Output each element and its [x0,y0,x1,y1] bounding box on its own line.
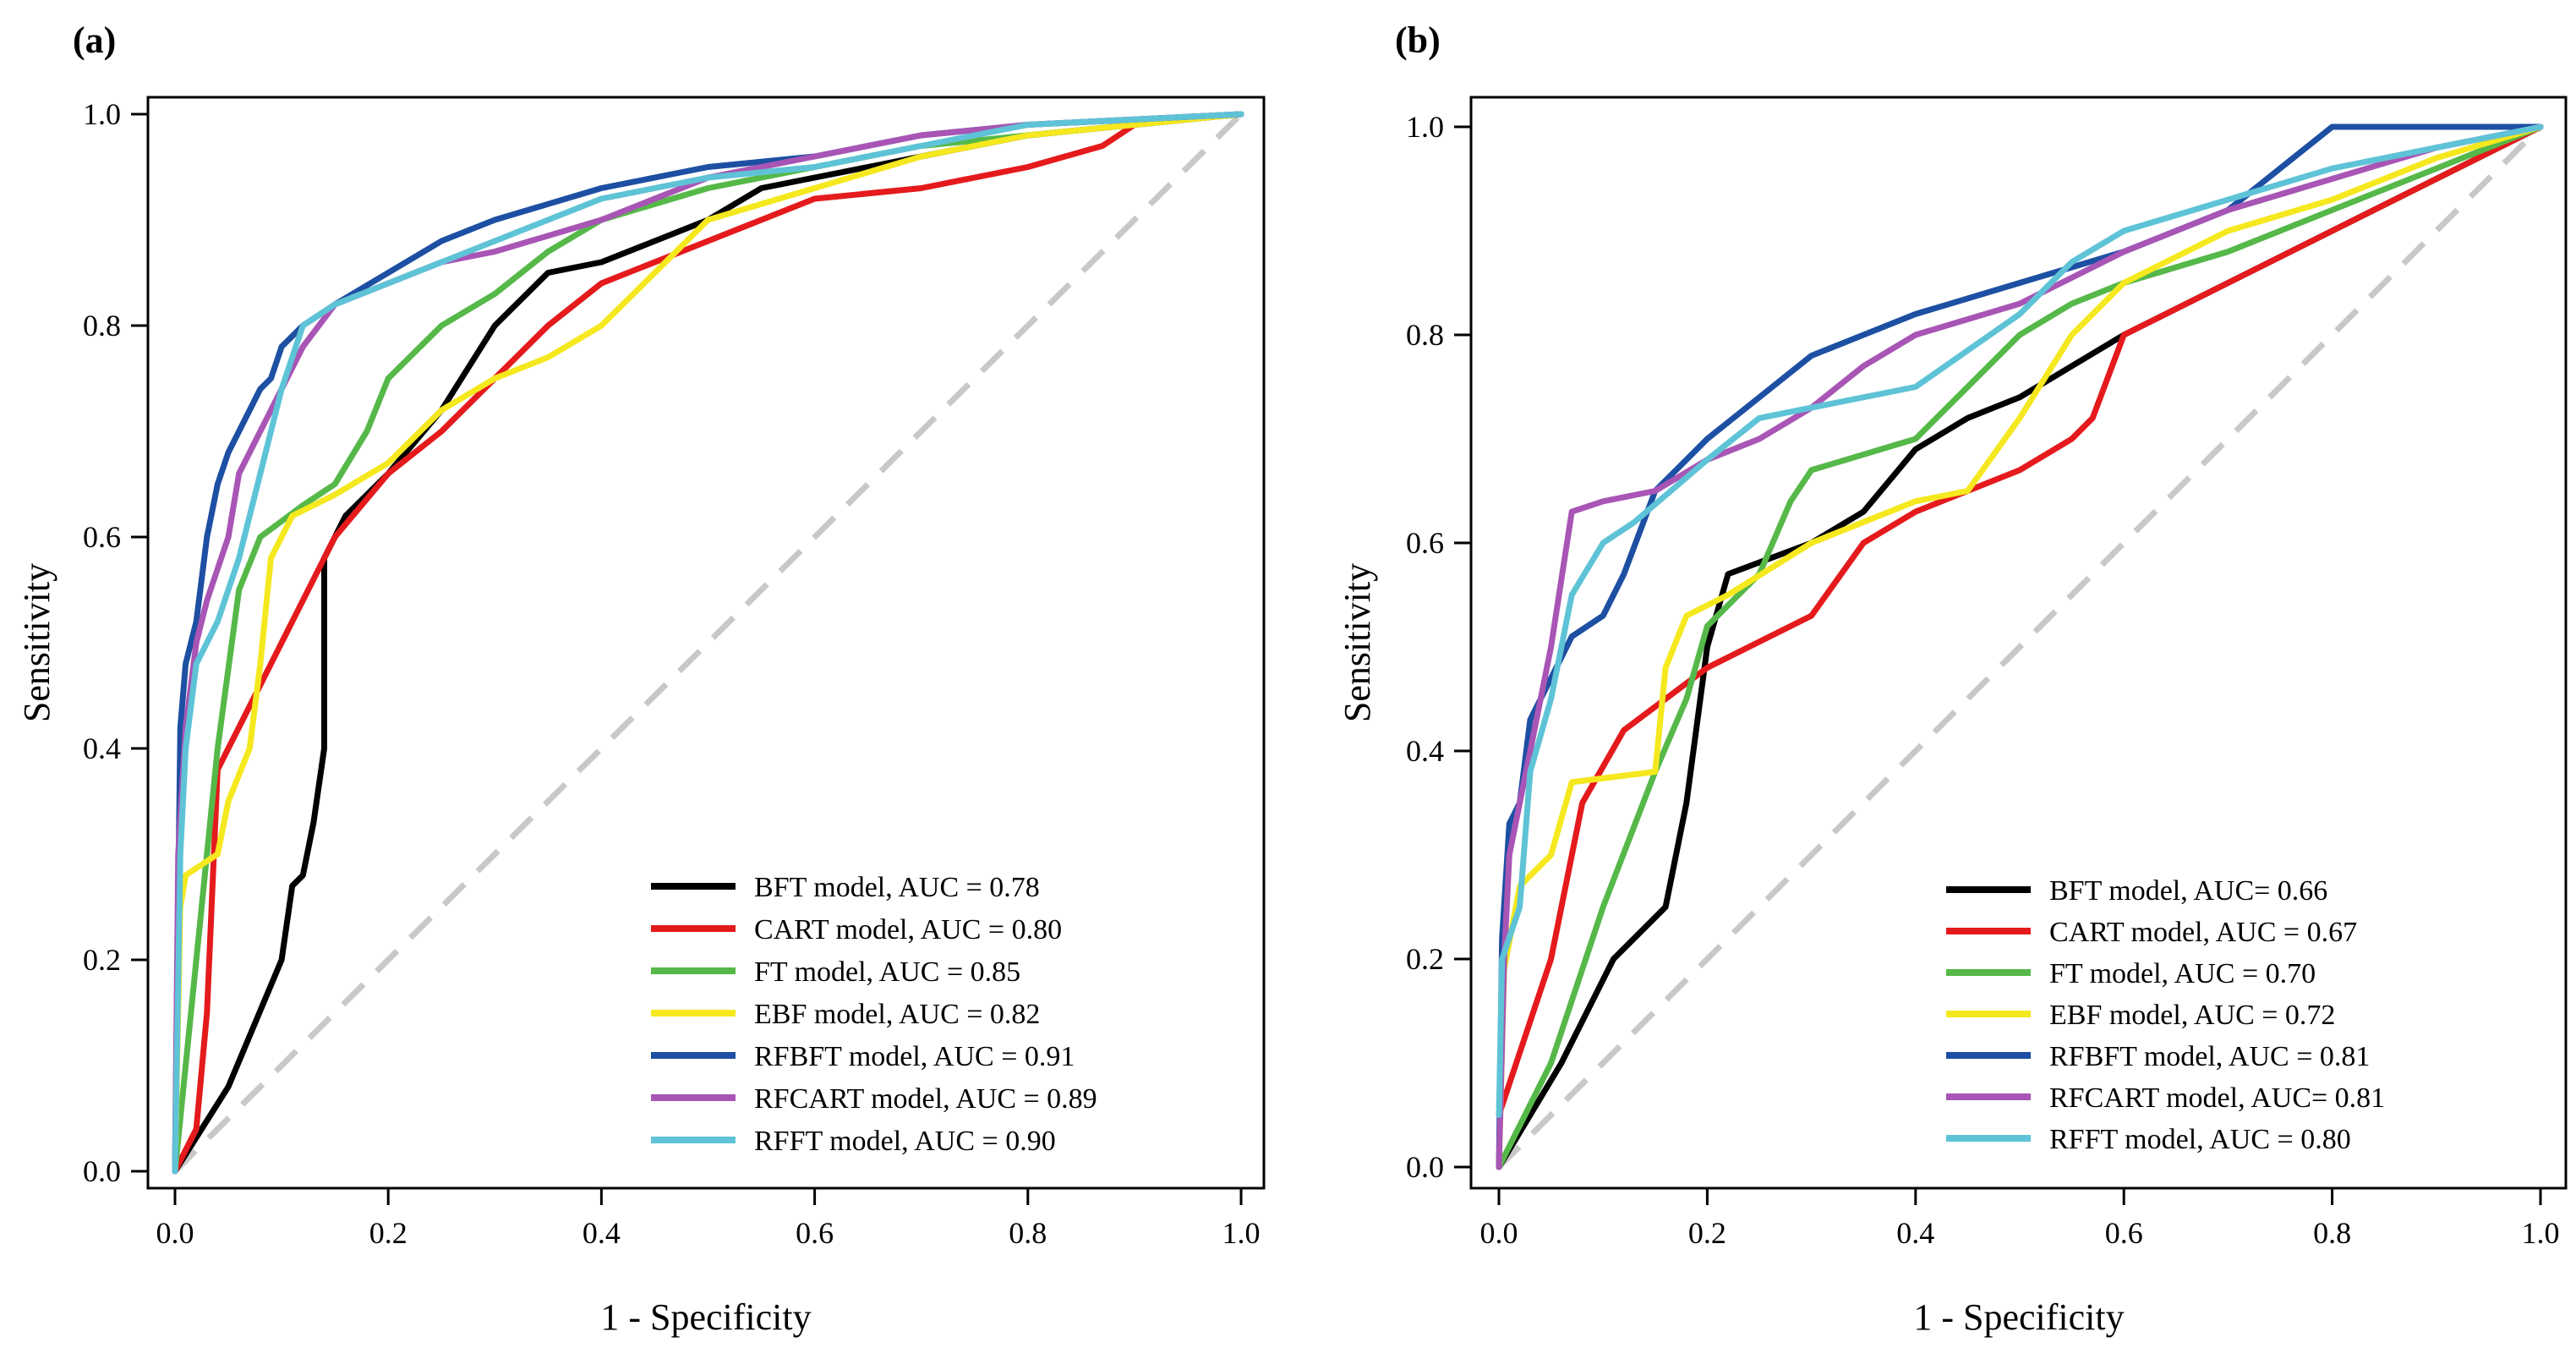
x-tick-label: 0.8 [1009,1216,1047,1250]
plot-frame [146,96,1266,1190]
legend: BFT model, AUC= 0.66 CART model, AUC = 0.… [1946,875,2385,1155]
x-tick-label: 0.8 [2313,1216,2351,1250]
reference-diagonal [1496,124,2543,1170]
y-tick-label: 1.0 [83,97,121,131]
x-tick-label: 1.0 [1222,1216,1261,1250]
y-tick-label: 0.0 [83,1154,121,1188]
legend-label: BFT model, AUC = 0.78 [754,872,1040,903]
roc-curve-bft-model [172,111,1244,1175]
y-tick-label: 0.2 [83,943,121,977]
legend: BFT model, AUC = 0.78 CART model, AUC = 0… [651,872,1097,1157]
y-tick-label: 0.4 [83,732,121,765]
y-tick-label: 0.8 [1406,318,1444,352]
roc-curve-ebf-model [172,111,1244,1175]
legend-label: RFFT model, AUC = 0.80 [2049,1124,2351,1155]
reference-diagonal [172,112,1244,1174]
plot-frame [1469,96,2568,1190]
legend-label: EBF model, AUC = 0.82 [754,999,1040,1030]
x-tick-label: 0.4 [1896,1216,1934,1250]
legend-label: CART model, AUC = 0.80 [754,914,1062,945]
x-axis-title: 1 - Specificity [600,1296,811,1338]
x-tick-label: 0.0 [156,1216,194,1250]
roc-curve-rfcart-model [1496,123,2544,1170]
legend-label: BFT model, AUC= 0.66 [2049,875,2327,907]
legend-label: FT model, AUC = 0.85 [754,956,1020,988]
x-tick-label: 1.0 [2522,1216,2560,1250]
panel-label: (a) [73,19,116,61]
y-tick-label: 0.0 [1406,1150,1444,1184]
x-tick-label: 0.0 [1480,1216,1518,1250]
legend-label: RFFT model, AUC = 0.90 [754,1126,1056,1157]
legend-label: FT model, AUC = 0.70 [2049,958,2316,989]
legend-label: EBF model, AUC = 0.72 [2049,1000,2335,1031]
roc-panel-a: (a) 0.0 0.2 0.4 0.6 0.8 1.0 0.0 0.2 0.4 0.6 0.8 1.0… [16,19,1266,1338]
legend-label: RFCART model, AUC= 0.81 [2049,1082,2385,1114]
y-tick-label: 0.6 [83,520,121,554]
roc-curve-ft-model [1496,123,2544,1170]
x-tick-label: 0.2 [369,1216,407,1250]
y-axis-title: Sensitivity [16,563,57,722]
roc-curve-rfft-model [1496,123,2544,1118]
x-tick-label: 0.6 [2105,1216,2143,1250]
roc-curve-ebf-model [1496,123,2544,1170]
x-tick-label: 0.6 [796,1216,834,1250]
legend-label: CART model, AUC = 0.67 [2049,917,2357,948]
legend-label: RFBFT model, AUC = 0.91 [754,1041,1075,1072]
roc-curve-rfbft-model [172,111,1244,1175]
plot-area: 0.0 0.2 0.4 0.6 0.8 1.0 0.0 0.2 0.4 0.6 0.8 1.0 BFT … [1406,110,2560,1250]
y-tick-label: 0.2 [1406,942,1444,976]
plot-area: 0.0 0.2 0.4 0.6 0.8 1.0 0.0 0.2 0.4 0.6 0.8 1.0 BFT … [83,97,1261,1250]
legend-label: RFCART model, AUC = 0.89 [754,1083,1097,1115]
x-axis-title: 1 - Specificity [1913,1296,2124,1338]
y-tick-label: 0.4 [1406,734,1444,768]
x-tick-label: 0.4 [582,1216,621,1250]
roc-curve-rfcart-model [172,111,1244,1175]
roc-panel-b: (b) 0.0 0.2 0.4 0.6 0.8 1.0 0.0 0.2 0.4 0.6 0.8 1.0… [1337,19,2568,1338]
y-tick-label: 1.0 [1406,110,1444,144]
y-tick-label: 0.6 [1406,526,1444,560]
y-axis-title: Sensitivity [1337,563,1378,722]
legend-label: RFBFT model, AUC = 0.81 [2049,1041,2370,1072]
x-tick-label: 0.2 [1688,1216,1726,1250]
y-tick-label: 0.8 [83,309,121,342]
roc-curve-rfft-model [172,111,1244,1175]
panel-label: (b) [1395,19,1441,61]
